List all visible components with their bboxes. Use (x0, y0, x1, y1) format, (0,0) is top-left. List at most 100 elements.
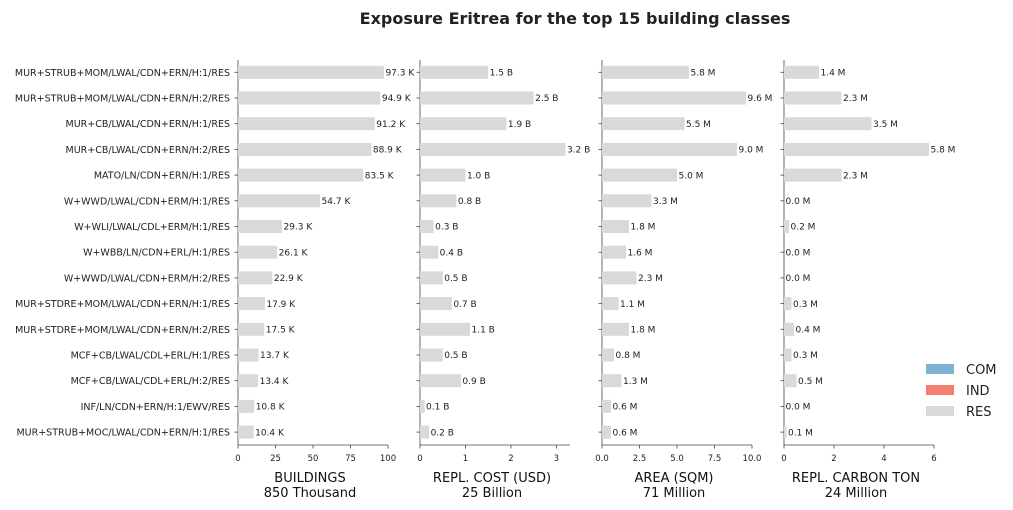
bar-value-label: 22.9 K (274, 274, 304, 284)
category-label: W+WLI/LWAL/CDL+ERM/H:1/RES (74, 222, 230, 233)
legend-swatch-res (926, 406, 954, 416)
bar-value-label: 0.4 M (796, 326, 821, 336)
bar-value-label: 1.8 M (631, 326, 656, 336)
bar-value-label: 0.2 M (791, 223, 816, 233)
x-tick-label: 3 (554, 454, 559, 464)
bar (602, 297, 619, 311)
bar-value-label: 0.1 M (788, 428, 813, 438)
x-tick-label: 7.5 (708, 454, 722, 464)
bar-value-label: 0.3 B (435, 223, 458, 233)
category-label: INF/LN/CDN+ERN/H:1/EWV/RES (81, 402, 230, 413)
bar-value-label: 2.5 B (535, 94, 558, 104)
bar (420, 91, 534, 105)
bar (420, 399, 425, 413)
bar-value-label: 0.9 B (462, 377, 485, 387)
category-label: MUR+STRUB+MOC/LWAL/CDN+ERN/H:1/RES (16, 428, 230, 439)
bar-value-label: 0.2 B (431, 428, 454, 438)
x-tick-label: 2.5 (633, 454, 647, 464)
bar-value-label: 0.0 M (786, 197, 811, 207)
bar (602, 271, 637, 285)
bar (238, 117, 375, 131)
x-axis-label: REPL. COST (USD) (433, 471, 551, 486)
bar-value-label: 5.8 M (691, 69, 716, 79)
bar (420, 374, 461, 388)
bar (784, 117, 872, 131)
bar-value-label: 1.9 B (508, 120, 531, 130)
x-tick-label: 5.0 (670, 454, 684, 464)
bar (602, 117, 685, 131)
bar-value-label: 0.7 B (453, 300, 476, 310)
bar-value-label: 94.9 K (382, 94, 412, 104)
bar (602, 245, 626, 259)
x-tick-label: 25 (270, 454, 281, 464)
bar (420, 65, 489, 79)
bar-value-label: 5.0 M (679, 171, 704, 181)
bar-value-label: 17.9 K (266, 300, 296, 310)
bar (238, 220, 282, 233)
bar (238, 194, 321, 208)
bar (784, 220, 789, 233)
bar (420, 117, 507, 131)
bar (238, 425, 254, 439)
bar (238, 168, 364, 182)
bar-value-label: 1.6 M (628, 248, 653, 258)
bar (238, 297, 265, 311)
x-tick-label: 1 (463, 454, 468, 464)
bar-value-label: 3.2 B (567, 146, 590, 156)
bar (238, 245, 278, 259)
legend-label: RES (966, 405, 992, 420)
x-axis-label: AREA (SQM) (634, 471, 713, 486)
bar-value-label: 9.0 M (739, 146, 764, 156)
category-label: W+WWD/LWAL/CDN+ERM/H:2/RES (64, 273, 230, 284)
bar (238, 399, 255, 413)
x-tick-label: 2 (508, 454, 513, 464)
panel-3: 5.8 M 9.6 M 5.5 M 9.0 M 5.0 M 3.3 M 1.8 M 1.6 M… (595, 60, 772, 501)
bar (784, 91, 842, 105)
category-label: MUR+CB/LWAL/CDN+ERN/H:1/RES (66, 119, 231, 130)
bar-value-label: 0.1 B (426, 403, 449, 413)
panel-4: 1.4 M 2.3 M 3.5 M 5.8 M 2.3 M 0.0 M 0.2 M 0.0 M… (780, 60, 955, 501)
category-label: MUR+STDRE+MOM/LWAL/CDN+ERN/H:1/RES (15, 299, 230, 310)
bar-value-label: 1.4 M (821, 69, 846, 79)
bar (238, 374, 259, 388)
category-label: MUR+STRUB+MOM/LWAL/CDN+ERN/H:2/RES (15, 94, 230, 105)
bar-value-label: 0.5 B (444, 351, 467, 361)
bar (420, 220, 434, 233)
bar (420, 348, 443, 362)
bar-value-label: 97.3 K (385, 69, 415, 79)
bar-value-label: 88.9 K (373, 146, 403, 156)
bar-value-label: 3.5 M (873, 120, 898, 130)
bar (238, 322, 265, 336)
bar (784, 168, 842, 182)
bar-value-label: 1.8 M (631, 223, 656, 233)
bar (602, 65, 689, 79)
category-label: MCF+CB/LWAL/CDL+ERL/H:1/RES (71, 351, 230, 362)
x-tick-label: 0 (781, 454, 786, 464)
category-label: MCF+CB/LWAL/CDL+ERL/H:2/RES (71, 376, 230, 387)
bar (602, 142, 737, 156)
bar (238, 142, 372, 156)
bar-value-label: 29.3 K (283, 223, 313, 233)
legend-label: COM (966, 363, 997, 378)
bar (420, 194, 457, 208)
bar (602, 91, 746, 105)
bar (602, 399, 611, 413)
bar (420, 245, 439, 259)
bar (602, 220, 629, 233)
bar-value-label: 0.0 M (786, 248, 811, 258)
x-tick-label: 0 (417, 454, 422, 464)
bar (784, 348, 792, 362)
bar-value-label: 1.3 M (623, 377, 648, 387)
bar (602, 425, 611, 439)
bar (420, 425, 430, 439)
bar-value-label: 1.1 B (472, 326, 495, 336)
bar-value-label: 0.6 M (613, 428, 638, 438)
bar-value-label: 9.6 M (748, 94, 773, 104)
bar-value-label: 26.1 K (279, 248, 309, 258)
x-axis-total: 71 Million (643, 486, 706, 501)
bar (602, 322, 629, 336)
bar-value-label: 2.3 M (843, 171, 868, 181)
bar (238, 65, 384, 79)
bar-value-label: 1.1 M (620, 300, 645, 310)
